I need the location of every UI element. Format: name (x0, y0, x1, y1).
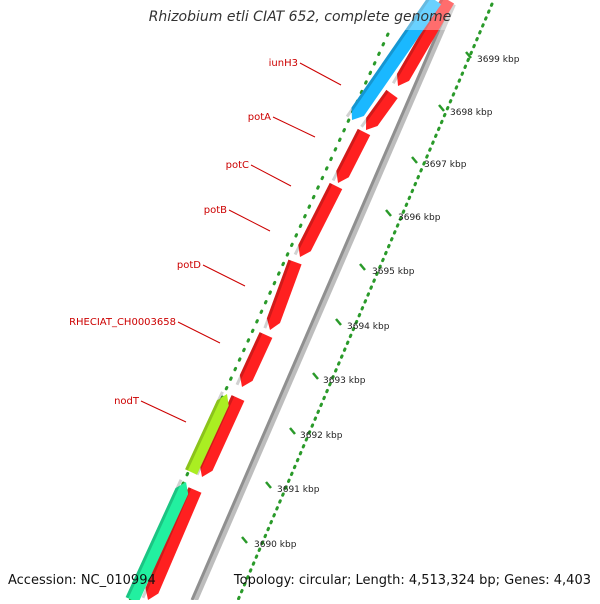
tick-label-3690: 3690 kbp (254, 540, 297, 550)
tick-mark-3695 (359, 263, 366, 271)
leader-potB (228, 209, 271, 232)
gene-iunH3-shade (345, 0, 432, 118)
gene-potA-body (366, 89, 398, 130)
gene-potC-body (336, 128, 371, 184)
gene-nodT-partner-body (199, 395, 245, 478)
tick-label-3693: 3693 kbp (323, 376, 366, 386)
gene-potA (360, 89, 398, 130)
tick-label-3695: 3695 kbp (372, 267, 415, 277)
gene-potC-shade (331, 128, 361, 182)
tick-label-3691: 3691 kbp (277, 485, 320, 495)
gene-RHECIAT_CH0003658-body (239, 332, 273, 388)
tick-label-3697: 3697 kbp (424, 160, 467, 170)
gene-bottom (141, 487, 202, 600)
gene-bottom-body (145, 487, 202, 600)
gene-teal (125, 479, 189, 603)
tick-mark-3696 (385, 209, 392, 217)
tick-mark-3699 (465, 51, 472, 59)
gene-label-RHECIAT_CH0003658: RHECIAT_CH0003658 (69, 317, 176, 328)
leader-potD (202, 264, 246, 287)
gene-potD-shade (263, 259, 292, 329)
gene-teal-body (125, 482, 189, 603)
gene-potB-body (298, 182, 343, 258)
tick-mark-3693 (312, 372, 319, 380)
gene-potC (331, 128, 371, 184)
gene-iunH3 (345, 0, 442, 121)
gene-label-potA: potA (248, 112, 271, 123)
gene-nodT-body (185, 394, 229, 475)
gene-nodT-shade (185, 391, 224, 471)
gene-bottom-shade (141, 487, 192, 599)
tick-label-3698: 3698 kbp (450, 108, 493, 118)
gene-iunH3-body (351, 0, 442, 121)
tick-label-3694: 3694 kbp (347, 322, 390, 332)
gene-RHECIAT_CH0003658 (235, 332, 273, 388)
tick-label-3692: 3692 kbp (300, 431, 343, 441)
leader-nodT (140, 400, 187, 423)
gene-potD-body (266, 259, 302, 331)
tick-mark-3691 (265, 481, 272, 489)
topology-text: Topology: circular; Length: 4,513,324 bp… (233, 573, 591, 588)
tick-label-3699: 3699 kbp (477, 55, 520, 65)
backbone-shadow (192, 2, 456, 602)
leader-RHECIAT_CH0003658 (177, 321, 221, 344)
gene-teal-shade (125, 479, 183, 599)
tick-mark-3698 (438, 104, 445, 112)
gene-label-potB: potB (204, 205, 227, 216)
gene-label-nodT: nodT (114, 396, 140, 407)
gene-label-potC: potC (226, 160, 249, 171)
gene-label-potD: potD (177, 260, 201, 271)
leader-iunH3 (299, 62, 342, 86)
gene-potD (263, 259, 302, 331)
label-track-dots (128, 32, 390, 602)
gene-potB (293, 182, 343, 258)
title-fade (380, 0, 480, 30)
gene-label-iunH3: iunH3 (269, 58, 298, 69)
leader-potA (272, 116, 316, 138)
tick-mark-3690 (241, 536, 248, 544)
backbone-line (190, 3, 452, 601)
tick-mark-3692 (289, 427, 296, 435)
gene-top-body (396, 0, 455, 86)
tick-mark-3694 (335, 318, 342, 326)
tick-mark-3697 (411, 156, 418, 164)
gene-nodT (185, 391, 229, 475)
tick-track-dots (236, 2, 494, 602)
gene-potB-shade (293, 182, 333, 256)
gene-RHECIAT_CH0003658-shade (235, 332, 263, 386)
leader-potC (250, 164, 292, 187)
map-title: Rhizobium etli CIAT 652, complete genome (148, 9, 452, 25)
accession-text: Accession: NC_010994 (8, 573, 156, 588)
tick-label-3696: 3696 kbp (398, 213, 441, 223)
gene-potA-shade (360, 89, 389, 128)
